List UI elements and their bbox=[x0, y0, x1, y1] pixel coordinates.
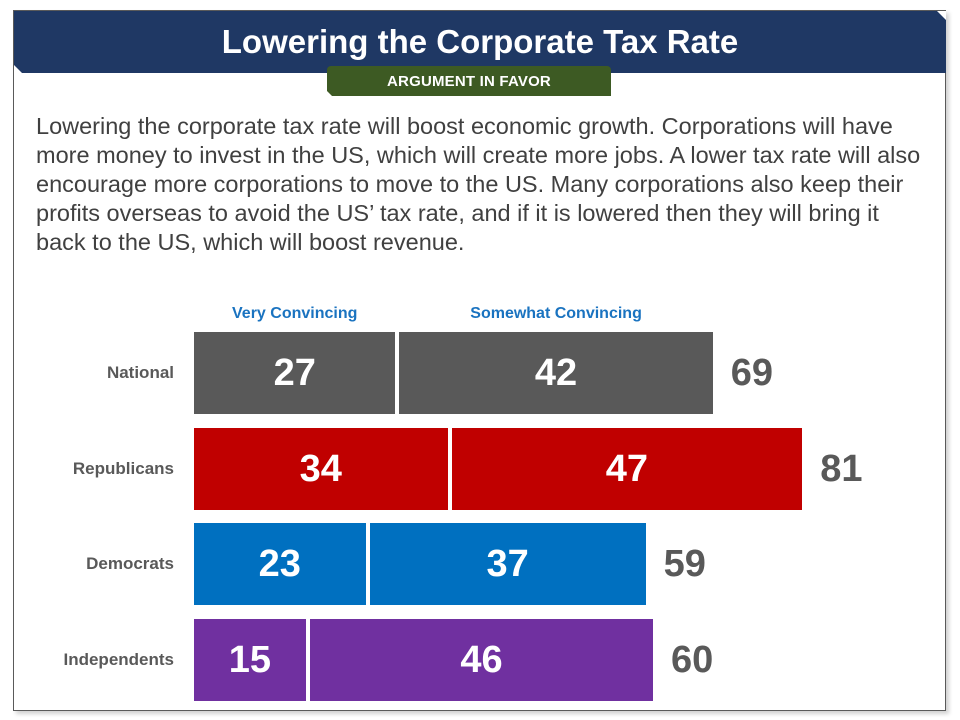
title-banner bbox=[14, 11, 946, 74]
row-label-democrats: Democrats bbox=[86, 554, 174, 573]
total-label-independents: 60 bbox=[671, 639, 714, 681]
bar-segment-democrats-very-convincing: 23 bbox=[194, 523, 366, 605]
row-label-republicans: Republicans bbox=[72, 459, 174, 478]
total-label-national: 69 bbox=[730, 352, 774, 394]
argument-text: Lowering the corporate tax rate will boo… bbox=[36, 113, 921, 255]
data-label: 47 bbox=[605, 447, 649, 490]
total-label-republicans: 81 bbox=[820, 448, 863, 490]
banner-corner-cut bbox=[14, 65, 23, 74]
data-label: 37 bbox=[486, 542, 529, 585]
legend-very-convincing: Very Convincing bbox=[232, 305, 358, 322]
row-label-national: National bbox=[106, 363, 174, 382]
bar-segment-republicans-very-convincing: 34 bbox=[194, 428, 448, 510]
data-label: 15 bbox=[228, 638, 272, 681]
total-label-democrats: 59 bbox=[663, 543, 706, 585]
page-title: Lowering the Corporate Tax Rate bbox=[221, 23, 739, 60]
bar-segment-national-very-convincing: 27 bbox=[194, 332, 396, 414]
data-label: 42 bbox=[534, 351, 578, 394]
bar-segment-independents-very-convincing: 15 bbox=[194, 619, 306, 701]
bar-segment-democrats-somewhat-convincing: 37 bbox=[369, 523, 646, 605]
data-label: 27 bbox=[273, 351, 316, 394]
legend-somewhat-convincing: Somewhat Convincing bbox=[470, 305, 642, 322]
argument-badge: ARGUMENT IN FAVOR bbox=[327, 66, 611, 96]
data-label: 23 bbox=[258, 542, 301, 585]
bar-segment-national-somewhat-convincing: 42 bbox=[399, 332, 713, 414]
bar-segment-independents-somewhat-convincing: 46 bbox=[309, 619, 654, 701]
row-label-independents: Independents bbox=[63, 650, 174, 669]
data-label: 34 bbox=[299, 447, 342, 490]
data-label: 46 bbox=[460, 638, 503, 681]
banner-corner-cut bbox=[937, 11, 946, 20]
bar-segment-republicans-somewhat-convincing: 47 bbox=[451, 428, 803, 510]
